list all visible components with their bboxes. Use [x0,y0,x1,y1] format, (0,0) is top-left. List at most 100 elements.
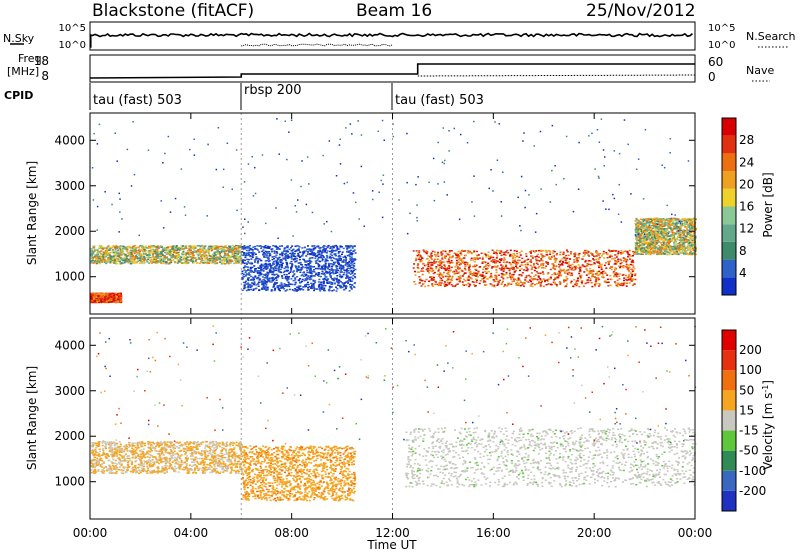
power-data-cell [110,246,113,248]
power-data-cell [189,251,192,253]
power-data-cell [455,278,458,281]
power-data-cell [351,284,354,287]
power-data-cell [127,245,130,247]
power-data-cell [219,259,222,261]
power-data-cell [124,248,127,250]
power-data-cell [216,262,219,264]
power-data-cell [257,266,260,269]
power-data-cell [98,259,101,261]
power-data-cell [163,249,165,252]
power-data-cell [353,249,356,251]
power-data-cell [514,278,517,281]
power-data-cell [271,256,274,258]
power-data-cell [153,246,156,248]
power-data-cell [315,288,318,290]
power-data-cell [304,278,307,280]
power-data-cell [120,254,123,256]
power-data-cell [224,249,227,252]
power-data-cell [348,255,351,257]
power-data-cell [535,262,538,264]
power-data-cell [463,278,465,281]
power-data-cell [526,262,529,264]
power-data-cell [258,289,260,292]
power-data-cell [93,295,96,297]
power-data-cell [163,257,166,260]
power-data-cell [331,270,334,272]
power-data-cell [178,260,180,263]
power-data-cell [549,251,552,253]
power-data-cell [197,257,200,259]
power-data-cell [109,247,112,249]
power-data-cell [199,245,202,248]
power-data-cell [172,256,175,258]
power-data-cell [97,295,100,297]
power-data-cell [244,275,247,277]
power-data-cell [173,249,176,251]
power-data-cell [109,262,112,264]
power-data-cell [130,260,133,262]
power-data-cell [144,251,147,254]
power-data-cell [155,245,158,248]
power-data-cell [108,247,111,249]
power-data-cell [275,267,278,269]
power-data-cell [126,248,129,251]
power-data-cell [598,262,601,264]
power-data-cell [250,258,253,260]
power-data-cell [342,256,345,258]
power-data-cell [263,256,266,258]
power-data-cell [208,262,211,264]
power-data-cell [152,260,155,262]
power-data-cell [162,254,165,257]
power-data-cell [307,245,309,247]
power-data-cell [100,257,103,260]
power-data-cell [219,248,222,250]
power-data-cell [97,292,100,295]
power-data-cell [482,268,485,271]
power-data-cell [121,262,124,265]
power-data-cell [599,253,602,255]
power-data-cell [183,247,186,250]
power-data-cell [98,297,101,299]
power-data-cell [271,250,274,252]
power-data-cell [313,266,316,268]
power-data-cell [322,281,325,283]
power-data-cell [215,258,217,260]
power-data-cell [542,285,545,288]
power-data-cell [342,247,345,250]
power-data-cell [313,269,315,271]
power-data-cell [291,263,294,265]
power-data-cell [266,256,268,258]
power-data-cell [227,257,230,260]
power-data-cell [108,248,111,250]
power-data-cell [177,248,179,250]
power-data-cell [333,262,336,265]
power-data-cell [202,253,205,256]
power-data-cell [114,259,116,261]
power-data-cell [301,266,304,268]
power-data-cell [259,245,262,247]
power-data-cell [113,262,116,264]
power-data-cell [216,257,219,260]
power-data-cell [330,286,333,288]
power-data-cell [328,289,331,292]
power-data-cell [220,251,223,254]
power-data-cell [221,259,224,262]
power-data-cell [196,262,199,264]
power-data-cell [163,247,166,249]
power-data-cell [141,246,144,249]
power-data-cell [345,261,348,264]
power-data-cell [221,248,224,250]
power-data-cell [223,256,226,258]
power-data-cell [119,250,122,252]
power-data-cell [266,286,269,289]
power-data-cell [117,260,120,262]
power-data-cell [208,247,211,249]
power-data-cell [447,260,450,262]
power-data-cell [200,260,203,263]
power-data-cell [278,256,281,259]
power-data-cell [197,258,200,260]
power-data-cell [119,247,122,250]
power-data-cell [196,253,199,256]
power-data-cell [109,257,112,259]
